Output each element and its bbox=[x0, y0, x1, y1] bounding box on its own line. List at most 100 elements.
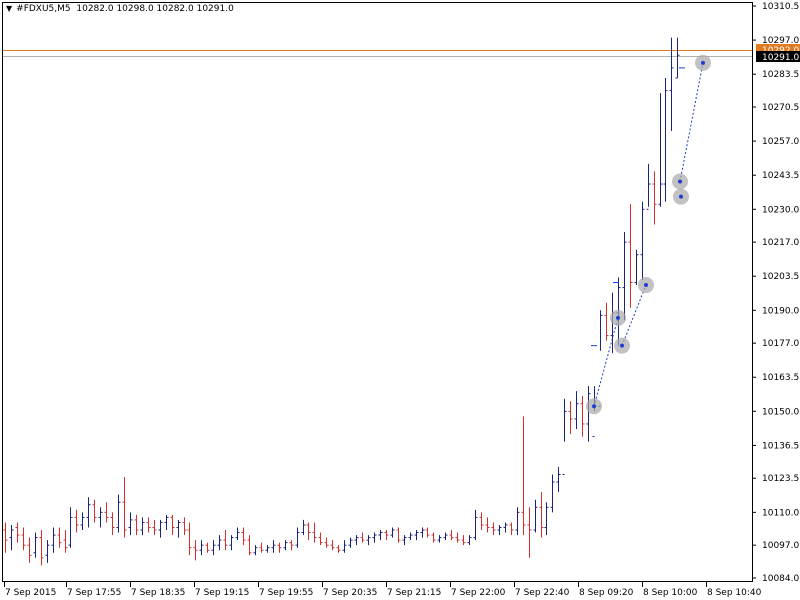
ohlc-bar[interactable] bbox=[556, 466, 561, 493]
ohlc-bar[interactable] bbox=[187, 522, 192, 556]
ohlc-bar[interactable] bbox=[39, 530, 44, 566]
ohlc-bar[interactable] bbox=[158, 519, 163, 538]
ohlc-bar[interactable] bbox=[497, 524, 502, 536]
ohlc-bar[interactable] bbox=[354, 535, 359, 546]
ohlc-bar[interactable] bbox=[515, 507, 520, 536]
ohlc-bar[interactable] bbox=[140, 517, 145, 536]
ohlc-bar[interactable] bbox=[223, 530, 228, 551]
ohlc-bar[interactable] bbox=[425, 527, 430, 538]
ohlc-bar[interactable] bbox=[104, 502, 109, 523]
ohlc-bar[interactable] bbox=[116, 494, 121, 533]
ohlc-bar[interactable] bbox=[521, 416, 526, 536]
ohlc-bar[interactable] bbox=[431, 532, 436, 543]
ohlc-bar[interactable] bbox=[372, 532, 377, 543]
ohlc-bar[interactable] bbox=[86, 497, 91, 528]
ohlc-bar[interactable] bbox=[366, 535, 371, 546]
ohlc-bar[interactable] bbox=[235, 527, 240, 541]
ohlc-bar[interactable] bbox=[604, 302, 609, 341]
ohlc-bar[interactable] bbox=[271, 540, 276, 553]
ohlc-bar[interactable] bbox=[360, 532, 365, 543]
ohlc-bar[interactable] bbox=[74, 509, 79, 533]
ohlc-bar[interactable] bbox=[402, 535, 407, 546]
ohlc-bar[interactable] bbox=[348, 537, 353, 548]
ohlc-bar[interactable] bbox=[646, 163, 651, 210]
plot-area[interactable] bbox=[2, 2, 753, 582]
ohlc-bar[interactable] bbox=[241, 527, 246, 546]
ohlc-bar[interactable] bbox=[491, 522, 496, 536]
ohlc-bar[interactable] bbox=[217, 535, 222, 551]
ohlc-bar[interactable] bbox=[122, 476, 127, 538]
ohlc-bar[interactable] bbox=[568, 401, 573, 435]
ohlc-bar[interactable] bbox=[289, 540, 294, 551]
ohlc-bar[interactable] bbox=[378, 530, 383, 541]
ohlc-bar[interactable] bbox=[675, 37, 680, 79]
ohlc-bar[interactable] bbox=[9, 524, 14, 551]
ohlc-bar[interactable] bbox=[253, 545, 258, 556]
ohlc-bar[interactable] bbox=[509, 522, 514, 536]
ohlc-bar[interactable] bbox=[485, 517, 490, 533]
ohlc-bar[interactable] bbox=[634, 249, 639, 286]
ohlc-bar[interactable] bbox=[259, 542, 264, 553]
ohlc-bar[interactable] bbox=[21, 527, 26, 551]
ohlc-bar[interactable] bbox=[455, 532, 460, 543]
ohlc-bar[interactable] bbox=[539, 492, 544, 538]
ohlc-bar[interactable] bbox=[669, 37, 674, 132]
ohlc-bar[interactable] bbox=[574, 391, 579, 430]
ohlc-bar[interactable] bbox=[98, 507, 103, 528]
ohlc-bar[interactable] bbox=[336, 545, 341, 553]
ohlc-bar[interactable] bbox=[176, 519, 181, 538]
ohlc-bar[interactable] bbox=[652, 171, 657, 225]
ohlc-bar[interactable] bbox=[390, 527, 395, 538]
ohlc-bar[interactable] bbox=[330, 540, 335, 551]
ohlc-bar[interactable] bbox=[205, 542, 210, 553]
ohlc-bar[interactable] bbox=[182, 517, 187, 536]
ohlc-bar[interactable] bbox=[527, 507, 532, 558]
ohlc-bar[interactable] bbox=[283, 540, 288, 551]
ohlc-bar[interactable] bbox=[134, 514, 139, 536]
ohlc-bar[interactable] bbox=[414, 530, 419, 541]
ohlc-bar[interactable] bbox=[301, 519, 306, 536]
ohlc-bar[interactable] bbox=[408, 532, 413, 541]
ohlc-bar[interactable] bbox=[306, 522, 311, 541]
ohlc-bar[interactable] bbox=[443, 532, 448, 541]
ohlc-bar[interactable] bbox=[467, 535, 472, 546]
ohlc-bar[interactable] bbox=[437, 535, 442, 543]
ohlc-bar[interactable] bbox=[51, 527, 56, 553]
ohlc-bar[interactable] bbox=[473, 509, 478, 541]
ohlc-bar[interactable] bbox=[164, 514, 169, 531]
ohlc-bar[interactable] bbox=[63, 530, 68, 553]
ohlc-bar[interactable] bbox=[420, 527, 425, 538]
ohlc-bar[interactable] bbox=[461, 535, 466, 546]
ohlc-bar[interactable] bbox=[229, 535, 234, 551]
ohlc-bar[interactable] bbox=[199, 540, 204, 556]
ohlc-bar[interactable] bbox=[68, 507, 73, 548]
ohlc-bar[interactable] bbox=[152, 519, 157, 536]
ohlc-bar[interactable] bbox=[277, 542, 282, 553]
ohlc-bar[interactable] bbox=[27, 537, 32, 563]
ohlc-bar[interactable] bbox=[3, 522, 8, 553]
ohlc-bar[interactable] bbox=[247, 535, 252, 556]
ohlc-bar[interactable] bbox=[15, 522, 20, 543]
ohlc-bar[interactable] bbox=[663, 77, 668, 202]
ohlc-bar[interactable] bbox=[479, 512, 484, 531]
ohlc-bar[interactable] bbox=[384, 530, 389, 541]
ohlc-bar[interactable] bbox=[57, 527, 62, 548]
ohlc-bar[interactable] bbox=[324, 537, 329, 548]
ohlc-bar[interactable] bbox=[622, 232, 627, 321]
ohlc-bar[interactable] bbox=[396, 527, 401, 543]
ohlc-bar[interactable] bbox=[92, 499, 97, 523]
ohlc-bar[interactable] bbox=[265, 545, 270, 553]
ohlc-bar[interactable] bbox=[128, 512, 133, 536]
ohlc-bar[interactable] bbox=[295, 527, 300, 548]
ohlc-bar[interactable] bbox=[533, 499, 538, 533]
ohlc-bar[interactable] bbox=[658, 93, 663, 207]
ohlc-bar[interactable] bbox=[80, 512, 85, 531]
ohlc-bar[interactable] bbox=[640, 201, 645, 281]
ohlc-bar[interactable] bbox=[193, 540, 198, 561]
ohlc-bar[interactable] bbox=[503, 522, 508, 533]
ohlc-bar[interactable] bbox=[318, 532, 323, 546]
ohlc-bar[interactable] bbox=[45, 540, 50, 563]
ohlc-bar[interactable] bbox=[110, 512, 115, 536]
ohlc-bar[interactable] bbox=[544, 502, 549, 536]
